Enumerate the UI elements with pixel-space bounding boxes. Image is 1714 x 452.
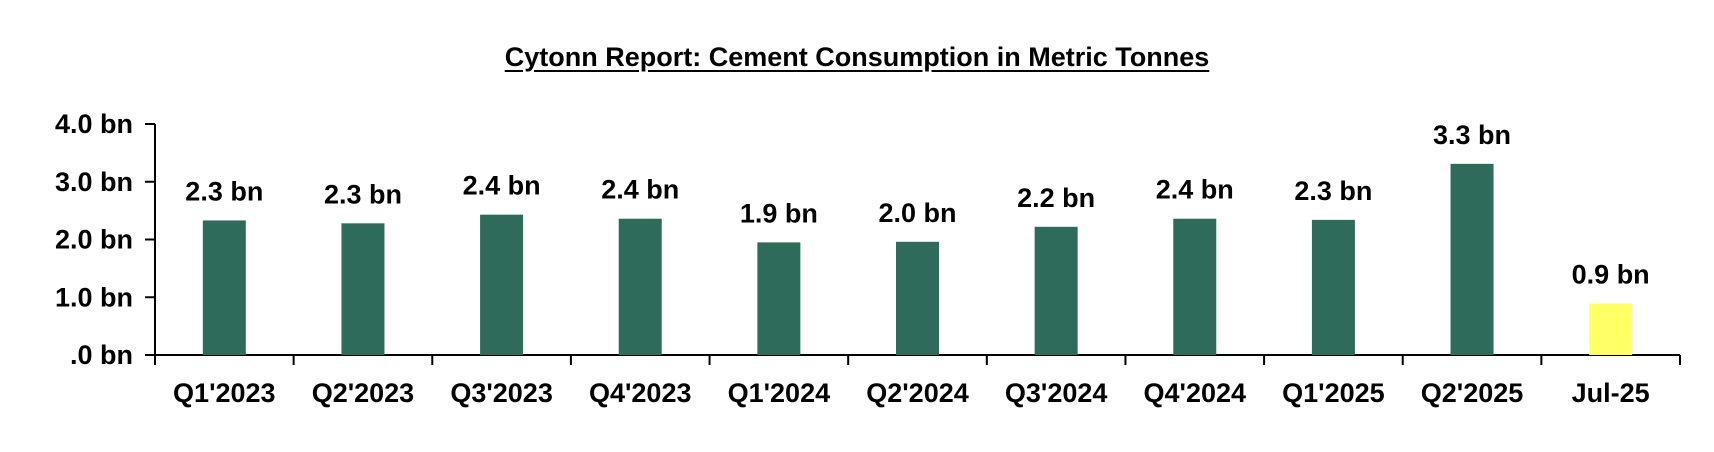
bar	[480, 214, 524, 355]
x-tick-label: Q1'2025	[1282, 378, 1385, 408]
x-tick-label: Q2'2023	[312, 378, 415, 408]
x-tick-label: Jul-25	[1572, 378, 1650, 408]
y-tick-label: 1.0 bn	[55, 282, 133, 312]
x-tick-label: Q4'2024	[1144, 378, 1247, 408]
x-tick-label: Q2'2024	[866, 378, 969, 408]
bar	[1311, 219, 1355, 355]
x-tick-label: Q3'2023	[450, 378, 553, 408]
data-label: 2.2 bn	[1017, 183, 1095, 213]
y-tick-label: 3.0 bn	[55, 167, 133, 197]
bar	[1450, 163, 1494, 355]
chart-title: Cytonn Report: Cement Consumption in Met…	[504, 42, 1210, 72]
bar	[1173, 218, 1217, 355]
data-label: 2.4 bn	[463, 171, 541, 201]
data-label: 2.4 bn	[601, 175, 679, 205]
x-tick-label: Q1'2024	[728, 378, 831, 408]
data-label: 1.9 bn	[740, 198, 818, 228]
data-label: 3.3 bn	[1433, 120, 1511, 150]
y-tick-label: 2.0 bn	[55, 225, 133, 255]
x-tick-label: Q4'2023	[589, 378, 692, 408]
data-label: 2.4 bn	[1156, 175, 1234, 205]
bar	[757, 242, 801, 355]
data-label: 2.3 bn	[185, 176, 263, 206]
data-label: 2.0 bn	[878, 198, 956, 228]
x-tick-label: Q2'2025	[1421, 378, 1524, 408]
data-label: 0.9 bn	[1572, 260, 1650, 290]
x-tick-label: Q1'2023	[173, 378, 276, 408]
data-label: 2.3 bn	[1294, 176, 1372, 206]
bar	[618, 218, 662, 355]
y-tick-label: 4.0 bn	[55, 109, 133, 139]
bar	[896, 241, 939, 355]
data-label: 2.3 bn	[324, 179, 402, 209]
bar	[341, 223, 385, 355]
bar	[202, 220, 246, 355]
bar	[1589, 303, 1633, 355]
x-tick-label: Q3'2024	[1005, 378, 1108, 408]
bar	[1034, 226, 1078, 355]
y-tick-label: .0 bn	[70, 340, 133, 370]
